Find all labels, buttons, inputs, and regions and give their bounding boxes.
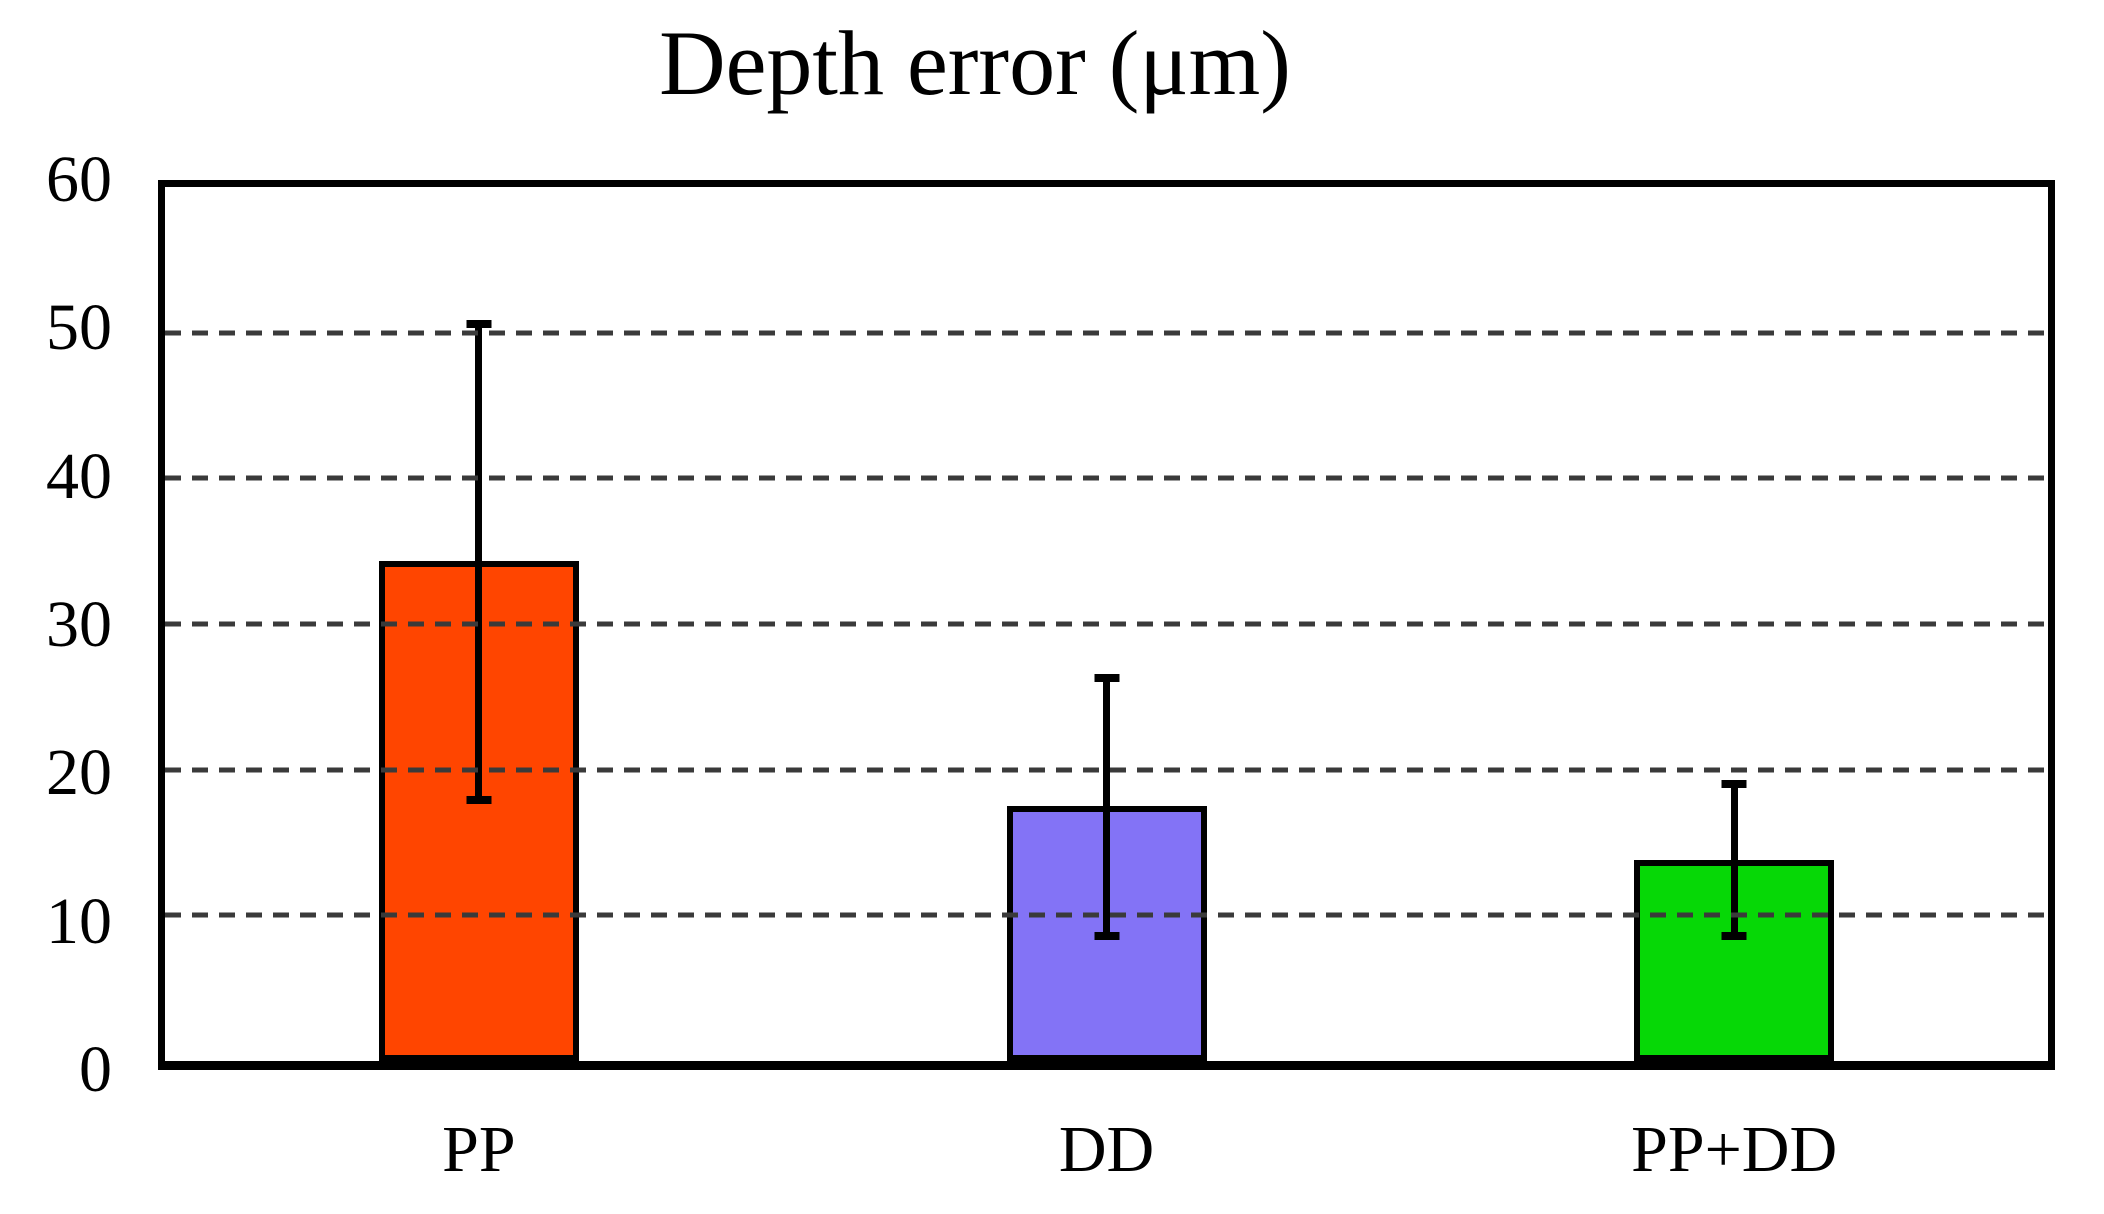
gridline [165,475,2048,481]
y-tick-label: 0 [79,1033,112,1106]
error-bar-pp [475,323,483,801]
x-category-label: DD [1058,1113,1155,1186]
chart-title: Depth error (μm) [659,12,1291,114]
error-bar-dd [1103,677,1110,936]
x-axis: PP DD PP+DD [165,1100,2048,1210]
error-bar-ppdd [1730,784,1738,936]
y-tick-label: 50 [46,291,112,365]
y-tick-label: 20 [46,736,112,810]
gridline [165,912,2048,918]
gridline [165,767,2048,773]
y-tick-label: 60 [46,143,112,216]
bar-group-pp [378,187,579,1061]
gridline [165,621,2048,627]
y-axis: 0 10 20 30 40 50 60 [0,147,130,1103]
bar-group-dd [1006,187,1207,1061]
x-category-label: PP [442,1113,516,1186]
x-category-label: PP+DD [1631,1113,1838,1186]
bar-group-ppdd [1634,187,1835,1061]
y-tick-label: 10 [46,884,112,958]
y-tick-label: 40 [46,439,112,513]
y-tick-label: 30 [46,588,112,661]
plot-area [165,187,2048,1061]
gridline [165,330,2048,336]
